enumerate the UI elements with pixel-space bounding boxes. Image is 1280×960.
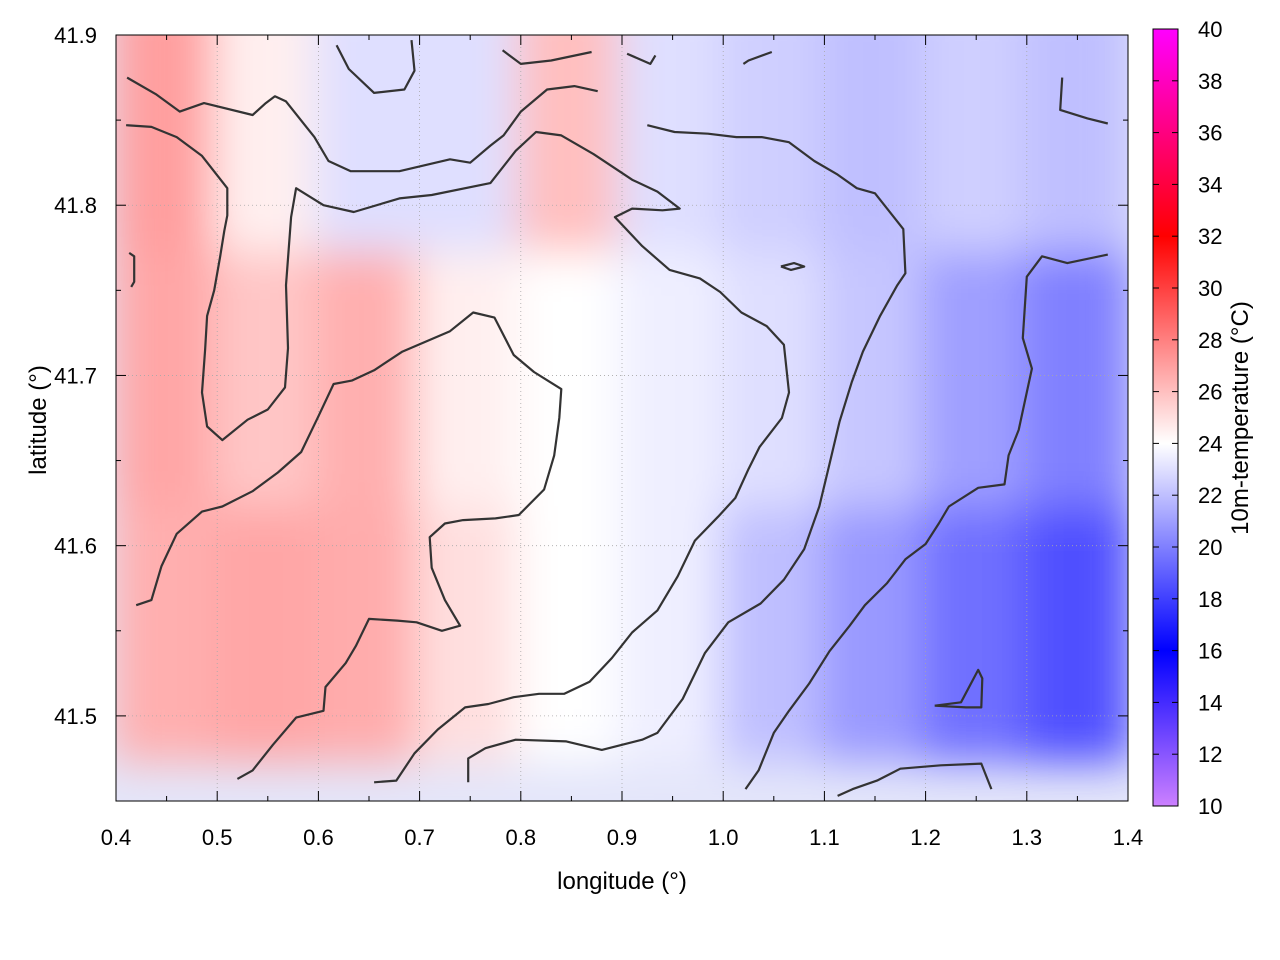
colorbar-tick-label: 24 (1198, 431, 1222, 456)
temperature-cell (820, 499, 930, 763)
y-tick-label: 41.5 (54, 704, 97, 729)
x-tick-label: 1.1 (809, 825, 840, 850)
colorbar-tick-label: 28 (1198, 328, 1222, 353)
temperature-cell (516, 243, 626, 508)
colorbar-tick-label: 40 (1198, 17, 1222, 42)
x-tick-label: 0.8 (506, 825, 537, 850)
temperature-cell (213, 243, 323, 508)
colorbar-tick-label: 10 (1198, 794, 1222, 819)
y-tick-label: 41.8 (54, 193, 97, 218)
contour-line (467, 124, 907, 783)
contour-line (135, 311, 563, 780)
contour-line (780, 262, 806, 271)
temperature-cell (516, 499, 626, 763)
colorbar-tick-label: 20 (1198, 535, 1222, 560)
contour-line (335, 39, 416, 94)
temperature-cell (719, 499, 829, 763)
contour-line (126, 76, 598, 173)
temperature-cell (213, 35, 323, 252)
temperature-cell (618, 35, 728, 252)
contour-lines (126, 39, 1109, 797)
y-axis-label: latitude (°) (25, 365, 52, 475)
colorbar-tick-label: 38 (1198, 69, 1222, 94)
contour-line (128, 251, 136, 288)
temperature-cell (213, 499, 323, 763)
x-tick-label: 0.5 (202, 825, 233, 850)
x-axis-label: longitude (°) (557, 868, 687, 895)
temperature-cell (314, 35, 424, 252)
temperature-cell (116, 35, 222, 252)
colorbar-label: 10m-temperature (°C) (1227, 301, 1254, 535)
colorbar (1152, 28, 1179, 807)
contour-line (126, 124, 791, 784)
temperature-cell (415, 35, 525, 252)
y-axis-ticks: 41.5 41.6 41.7 41.8 41.9 (54, 23, 1128, 729)
x-tick-label: 0.4 (101, 825, 132, 850)
colorbar-tick-label: 34 (1198, 172, 1222, 197)
x-tick-label: 0.7 (404, 825, 435, 850)
y-tick-label: 41.9 (54, 23, 97, 48)
temperature-cell (516, 35, 626, 252)
temperature-cell (921, 499, 1031, 763)
colorbar-tick-label: 12 (1198, 742, 1222, 767)
contour-line (626, 52, 657, 65)
temperature-cell (1022, 499, 1128, 763)
temperature-cell (820, 243, 930, 508)
temperature-cell (1022, 243, 1128, 508)
contour-line (744, 253, 1109, 790)
x-tick-label: 0.6 (303, 825, 334, 850)
x-axis-ticks: 0.4 0.5 0.6 0.7 0.8 0.9 1.0 1.1 1.2 1.3 1.4 (101, 35, 1144, 850)
temperature-cell (719, 35, 829, 252)
temperature-cell (415, 243, 525, 508)
temperature-cell (314, 499, 424, 763)
temperature-cell (116, 499, 222, 763)
colorbar-tick-label: 36 (1198, 121, 1222, 146)
colorbar-tick-label: 14 (1198, 690, 1222, 715)
x-tick-label: 1.2 (910, 825, 941, 850)
contour-line (1059, 77, 1109, 125)
y-tick-label: 41.6 (54, 534, 97, 559)
colorbar-tick-label: 26 (1198, 380, 1222, 405)
colorbar-tick-label: 22 (1198, 483, 1222, 508)
temperature-cell (618, 499, 728, 763)
x-tick-label: 0.9 (607, 825, 638, 850)
contour-line (501, 49, 592, 65)
x-tick-label: 1.0 (708, 825, 739, 850)
x-tick-label: 1.4 (1113, 825, 1144, 850)
colorbar-tick-label: 32 (1198, 224, 1222, 249)
colorbar-tick-label: 16 (1198, 639, 1222, 664)
x-tick-label: 1.3 (1012, 825, 1043, 850)
colorbar-tick-label: 30 (1198, 276, 1222, 301)
temperature-field (116, 35, 1128, 801)
temperature-cell (415, 499, 525, 763)
y-tick-label: 41.7 (54, 363, 97, 388)
contour-line (742, 50, 773, 65)
temperature-cell (719, 243, 829, 508)
contour-line (837, 762, 993, 797)
colorbar-ticks: 10 12 14 16 18 20 22 24 26 28 30 32 34 36 38 40 (1153, 17, 1222, 819)
temperature-cell (1022, 35, 1128, 252)
temperature-cell (820, 35, 930, 252)
colorbar-tick-label: 18 (1198, 587, 1222, 612)
temperature-cell (921, 35, 1031, 252)
contour-line (934, 668, 984, 709)
